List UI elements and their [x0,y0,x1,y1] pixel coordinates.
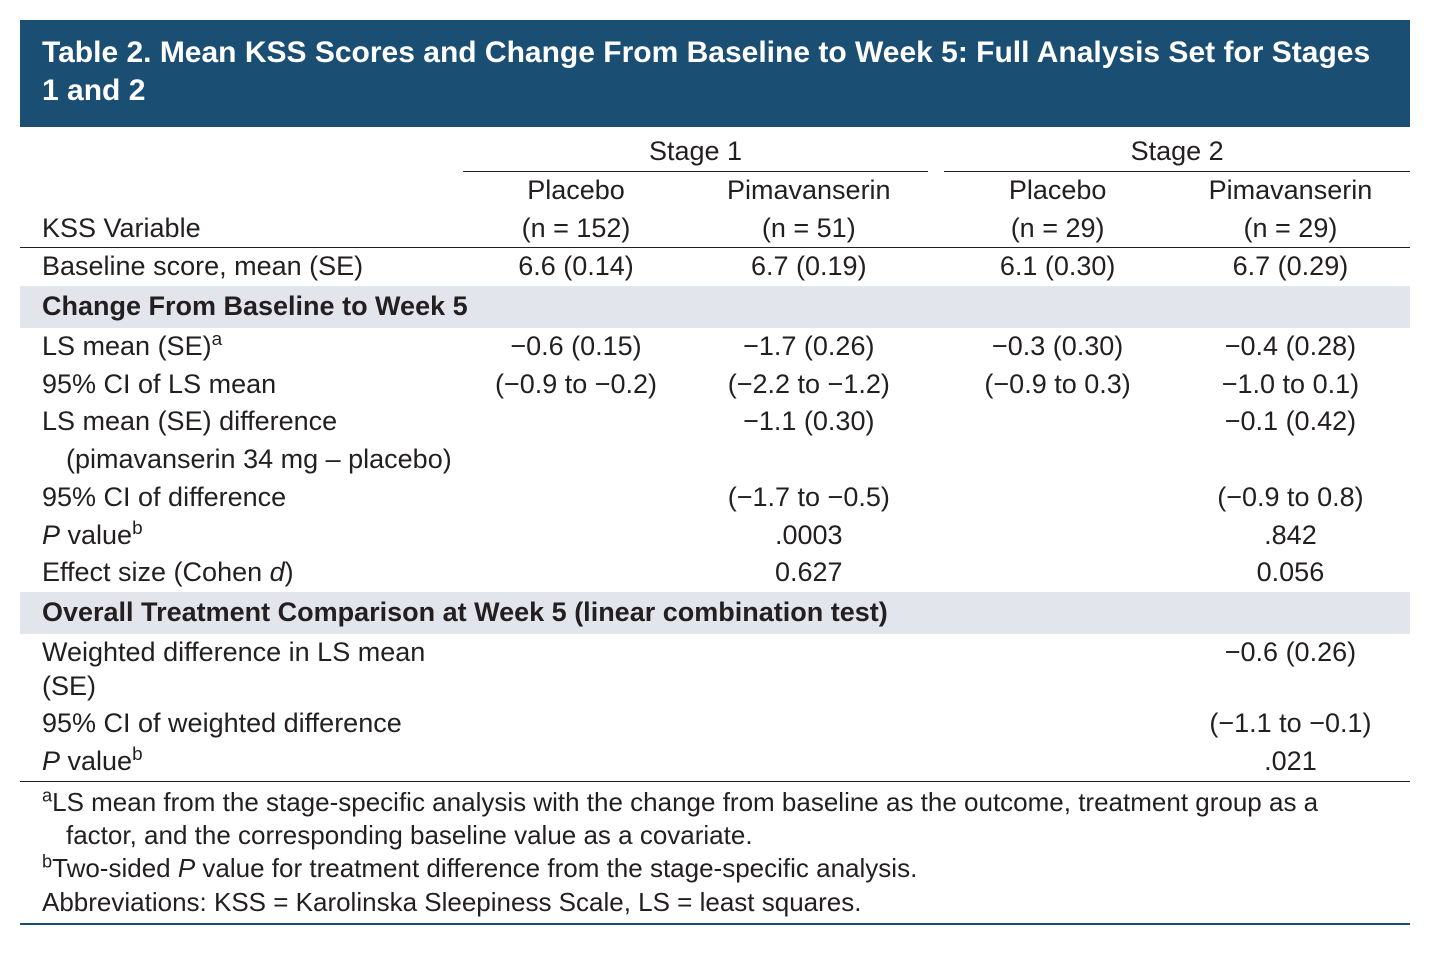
col-s1-pim-hdr2: (n = 51) [689,210,928,248]
col-s1-placebo-hdr2: (n = 152) [463,210,690,248]
cell-value: −0.6 (0.26) [1171,634,1410,706]
cell-label: 95% CI of difference [20,479,463,517]
cell-value: (−0.9 to 0.8) [1171,479,1410,517]
col-s2-pim-hdr1: Pimavanserin [1171,171,1410,209]
section-change-from-baseline: Change From Baseline to Week 5 [20,286,1410,328]
footnote-b: bTwo-sided P value for treatment differe… [42,852,1388,885]
cell-label: Baseline score, mean (SE) [20,248,463,286]
row-diff: LS mean (SE) difference −1.1 (0.30) −0.1… [20,403,1410,441]
cell-label: Weighted difference in LS mean (SE) [20,634,463,706]
cell-value: (−2.2 to −1.2) [689,366,928,404]
cell-label: P valueb [20,743,463,781]
cell-value: −1.1 (0.30) [689,403,928,441]
footnotes: aLS mean from the stage-specific analysi… [20,782,1410,921]
cell-label: Effect size (Cohen d) [20,554,463,592]
cell-value: .021 [1171,743,1410,781]
cell-value: 6.1 (0.30) [944,248,1171,286]
row-weighted-diff: Weighted difference in LS mean (SE) −0.6… [20,634,1410,706]
cell-label: (pimavanserin 34 mg – placebo) [20,441,463,479]
cell-value: (−0.9 to −0.2) [463,366,690,404]
cell-label: 95% CI of LS mean [20,366,463,404]
row-baseline: Baseline score, mean (SE) 6.6 (0.14) 6.7… [20,248,1410,286]
col-s1-placebo-hdr1: Placebo [463,171,690,209]
footnote-a: aLS mean from the stage-specific analysi… [42,786,1388,853]
col-s2-placebo-hdr2: (n = 29) [944,210,1171,248]
cell-value: (−1.1 to −0.1) [1171,705,1410,743]
col-s1-pim-hdr1: Pimavanserin [689,171,928,209]
row-ci-diff: 95% CI of difference (−1.7 to −0.5) (−0.… [20,479,1410,517]
cell-value: .0003 [689,517,928,555]
cell-value: −0.4 (0.28) [1171,328,1410,366]
cell-value: 0.056 [1171,554,1410,592]
cell-value: .842 [1171,517,1410,555]
cell-label: 95% CI of weighted difference [20,705,463,743]
row-diff-cont: (pimavanserin 34 mg – placebo) [20,441,1410,479]
abbreviations: Abbreviations: KSS = Karolinska Sleepine… [42,886,1388,919]
row-lsmean: LS mean (SE)a −0.6 (0.15) −1.7 (0.26) −0… [20,328,1410,366]
stage2-header: Stage 2 [944,127,1410,171]
row-ci-lsmean: 95% CI of LS mean (−0.9 to −0.2) (−2.2 t… [20,366,1410,404]
table-2-container: Table 2. Mean KSS Scores and Change From… [20,20,1410,925]
table-title: Table 2. Mean KSS Scores and Change From… [20,20,1410,127]
stage1-header: Stage 1 [463,127,929,171]
cell-value: −1.7 (0.26) [689,328,928,366]
section-overall-comparison: Overall Treatment Comparison at Week 5 (… [20,592,1410,634]
cell-value: −0.3 (0.30) [944,328,1171,366]
cell-value: (−0.9 to 0.3) [944,366,1171,404]
cell-value: 6.7 (0.19) [689,248,928,286]
cell-value: −1.0 to 0.1) [1171,366,1410,404]
kss-table: Stage 1 Stage 2 Placebo Pimavanserin Pla… [20,127,1410,782]
cell-label: LS mean (SE) difference [20,403,463,441]
row-weighted-pvalue: P valueb .021 [20,743,1410,781]
cell-value: 6.7 (0.29) [1171,248,1410,286]
bottom-rule [20,923,1410,925]
cell-value: −0.6 (0.15) [463,328,690,366]
cell-value: (−1.7 to −0.5) [689,479,928,517]
col-s2-placebo-hdr1: Placebo [944,171,1171,209]
row-effect-size: Effect size (Cohen d) 0.627 0.056 [20,554,1410,592]
col-s2-pim-hdr2: (n = 29) [1171,210,1410,248]
cell-value: −0.1 (0.42) [1171,403,1410,441]
cell-label: LS mean (SE)a [20,328,463,366]
row-pvalue: P valueb .0003 .842 [20,517,1410,555]
cell-value: 0.627 [689,554,928,592]
cell-value: 6.6 (0.14) [463,248,690,286]
row-weighted-ci: 95% CI of weighted difference (−1.1 to −… [20,705,1410,743]
cell-label: P valueb [20,517,463,555]
row-label-header: KSS Variable [20,210,463,248]
